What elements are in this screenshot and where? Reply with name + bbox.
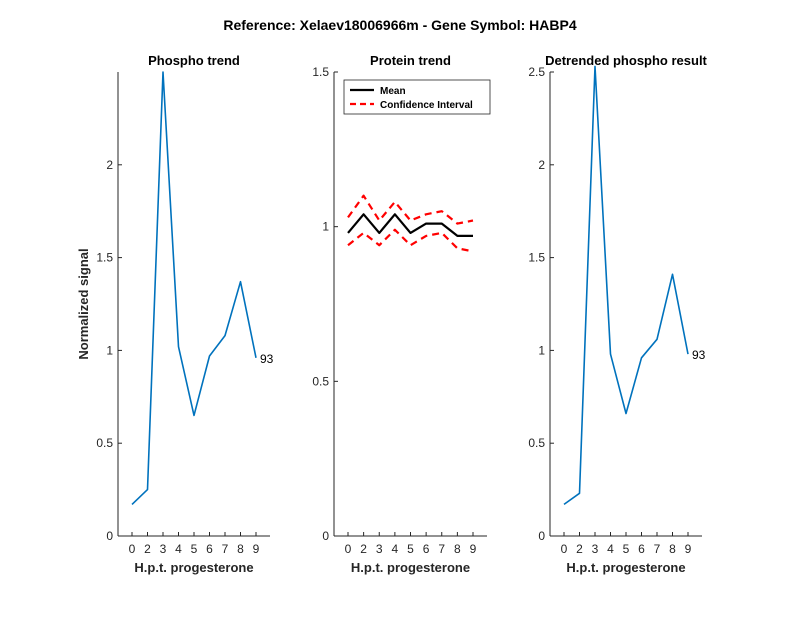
series-line-1 <box>131 71 257 505</box>
x-tick-label: 6 <box>423 542 430 556</box>
series-line-3 <box>347 228 474 253</box>
end-point-label: 93 <box>692 348 706 362</box>
y-tick-label: 1.5 <box>312 65 329 79</box>
x-tick-label: 4 <box>175 542 182 556</box>
y-tick-label: 1.5 <box>96 251 113 265</box>
y-tick-label: 1 <box>106 343 113 357</box>
x-tick-label: 2 <box>576 542 583 556</box>
y-tick-label: 2.5 <box>528 65 545 79</box>
panel-title: Phospho trend <box>148 53 240 68</box>
end-point-label: 93 <box>260 352 274 366</box>
series-line-1 <box>347 213 473 237</box>
y-tick-label: 0.5 <box>528 436 545 450</box>
x-tick-label: 9 <box>685 542 692 556</box>
legend-label: Mean <box>380 86 406 97</box>
y-tick-label: 0 <box>106 529 113 543</box>
x-axis-label: H.p.t. progesterone <box>134 560 253 575</box>
y-tick-label: 2 <box>538 158 545 172</box>
y-tick-label: 0.5 <box>312 374 329 388</box>
x-tick-label: 5 <box>191 542 198 556</box>
x-axis-label: H.p.t. progesterone <box>351 560 470 575</box>
y-tick-label: 1.5 <box>528 251 545 265</box>
y-tick-label: 0.5 <box>96 436 113 450</box>
y-tick-label: 1 <box>538 343 545 357</box>
x-tick-label: 7 <box>222 542 229 556</box>
x-tick-label: 0 <box>345 542 352 556</box>
x-tick-label: 7 <box>654 542 661 556</box>
y-tick-label: 2 <box>106 158 113 172</box>
x-tick-label: 8 <box>237 542 244 556</box>
x-tick-label: 4 <box>392 542 399 556</box>
x-tick-label: 7 <box>438 542 445 556</box>
y-tick-label: 1 <box>322 220 329 234</box>
x-tick-label: 5 <box>623 542 630 556</box>
x-tick-label: 3 <box>592 542 599 556</box>
x-tick-label: 5 <box>407 542 414 556</box>
legend: Mean Confidence Interval <box>343 79 491 115</box>
x-tick-label: 6 <box>638 542 645 556</box>
x-tick-label: 2 <box>360 542 367 556</box>
x-tick-label: 9 <box>253 542 260 556</box>
x-tick-label: 0 <box>129 542 136 556</box>
x-tick-label: 2 <box>144 542 151 556</box>
y-tick-label: 0 <box>322 529 329 543</box>
x-tick-label: 8 <box>669 542 676 556</box>
series-line-2 <box>347 194 474 225</box>
legend-label: Confidence Interval <box>380 100 473 111</box>
x-tick-label: 0 <box>561 542 568 556</box>
legend-box <box>343 79 491 115</box>
x-axis-label: H.p.t. progesterone <box>566 560 685 575</box>
y-axis-label: Normalized signal <box>76 248 91 359</box>
series-line-1 <box>563 65 689 506</box>
figure-title: Reference: Xelaev18006966m - Gene Symbol… <box>223 17 576 33</box>
x-tick-label: 6 <box>206 542 213 556</box>
panel-title: Detrended phospho result <box>545 53 707 68</box>
x-tick-label: 8 <box>454 542 461 556</box>
x-tick-label: 3 <box>160 542 167 556</box>
x-tick-label: 9 <box>470 542 477 556</box>
panel-title: Protein trend <box>370 53 451 68</box>
x-tick-label: 4 <box>607 542 614 556</box>
y-tick-label: 0 <box>538 529 545 543</box>
x-tick-label: 3 <box>376 542 383 556</box>
